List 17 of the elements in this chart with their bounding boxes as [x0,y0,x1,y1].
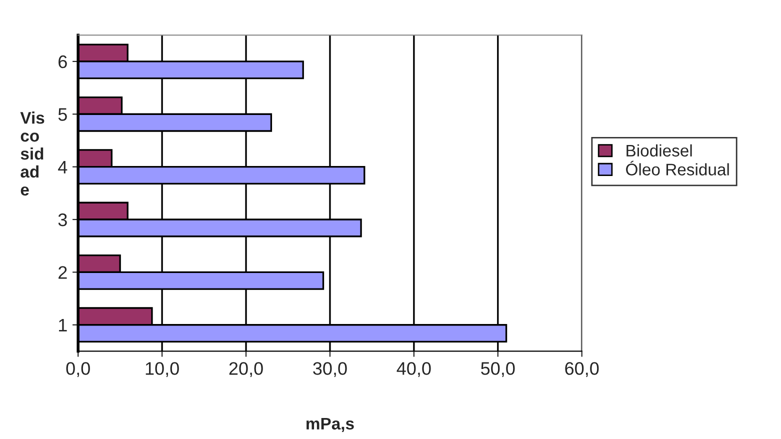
x-tick-label: 0,0 [66,362,90,378]
y-tick-label: 5 [58,108,67,121]
y-tick-label: 2 [58,266,67,279]
x-tick-label: 20,0 [229,362,263,378]
legend-label: Óleo Residual [626,160,729,176]
x-tick-label: 30,0 [313,362,347,378]
y-axis-title: Vis co sid ad e [20,112,44,196]
x-tick-label: 40,0 [396,362,431,378]
y-tick-label: 6 [58,55,67,68]
x-tick-label: 60,0 [565,362,599,378]
y-tick-label: 3 [58,213,67,226]
legend-label: Biodiesel [626,144,692,157]
y-tick-label: 4 [58,160,68,174]
x-tick-label: 10,0 [146,362,179,378]
y-tick-label: 1 [59,318,67,332]
x-tick-label: 50,0 [481,362,515,378]
x-axis-title: mPa,s [306,418,354,432]
